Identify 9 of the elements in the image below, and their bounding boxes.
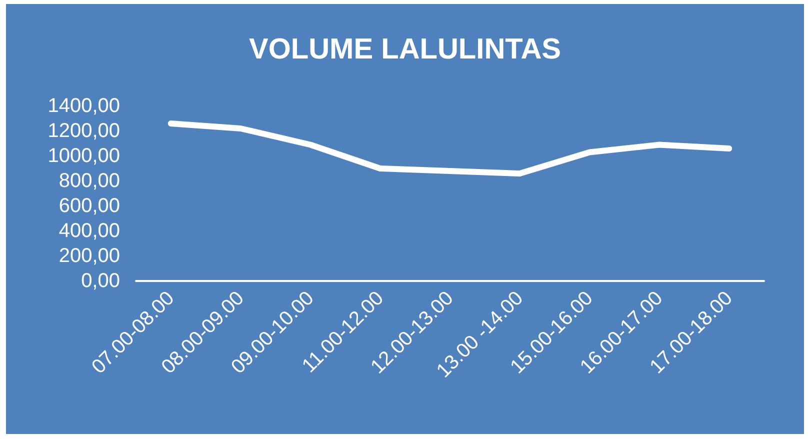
y-tick-label: 200,00 [58, 245, 120, 267]
y-tick-label: 1400,00 [48, 95, 120, 117]
y-tick-label: 800,00 [58, 170, 120, 192]
y-tick-label: 1000,00 [48, 145, 120, 167]
y-tick-label: 1200,00 [48, 120, 120, 142]
y-tick-label: 0,00 [81, 270, 120, 292]
y-tick-label: 400,00 [58, 220, 120, 242]
y-tick-label: 600,00 [58, 195, 120, 217]
chart-title: VOLUME LALULINTAS [249, 34, 561, 66]
